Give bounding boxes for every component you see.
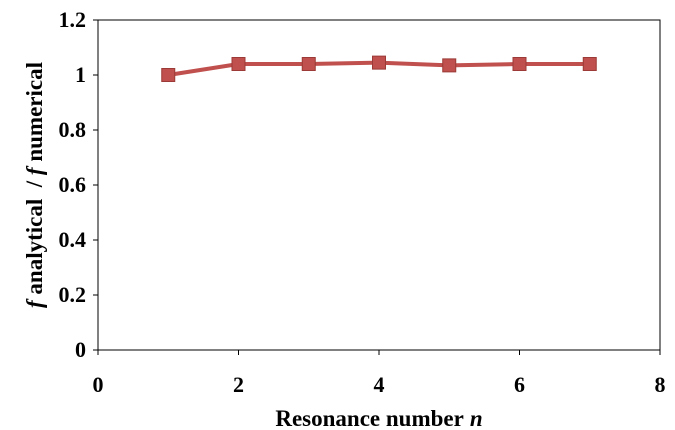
y-axis-title-text2: numerical xyxy=(22,62,47,167)
data-point xyxy=(231,57,246,71)
data-point xyxy=(512,57,527,71)
y-axis-title-f1: f xyxy=(22,298,47,308)
x-axis-ticks: 0 2 4 6 8 xyxy=(93,350,666,397)
data-point xyxy=(161,68,176,82)
y-axis-title-text1: analytical / xyxy=(22,175,47,300)
series-layer xyxy=(161,55,597,82)
y-tick-label: 1.2 xyxy=(59,7,87,32)
data-point xyxy=(442,58,457,73)
x-tick-label: 8 xyxy=(655,372,666,397)
y-tick-label: 0 xyxy=(75,337,86,362)
data-point xyxy=(582,57,597,71)
plot-area xyxy=(97,19,661,351)
y-axis-title: f analytical / f numerical xyxy=(22,62,47,308)
data-point xyxy=(372,55,386,70)
x-tick-label: 4 xyxy=(374,372,385,397)
y-tick-label: 1 xyxy=(75,62,86,87)
y-axis-title-f2: f xyxy=(22,165,47,175)
x-axis-title-variable: n xyxy=(470,406,483,430)
y-axis-ticks: 0 0.2 0.4 0.6 0.8 1 1.2 xyxy=(59,7,98,362)
x-tick-label: 2 xyxy=(233,372,244,397)
x-tick-label: 6 xyxy=(514,372,525,397)
x-axis-title-text: Resonance number xyxy=(275,406,463,430)
y-tick-label: 0.6 xyxy=(59,172,87,197)
y-tick-label: 0.4 xyxy=(59,227,87,252)
y-tick-label: 0.8 xyxy=(59,117,87,142)
y-tick-label: 0.2 xyxy=(59,282,87,307)
x-tick-label: 0 xyxy=(93,372,104,397)
x-axis-title: Resonance number n xyxy=(275,406,482,430)
data-point xyxy=(301,57,316,71)
